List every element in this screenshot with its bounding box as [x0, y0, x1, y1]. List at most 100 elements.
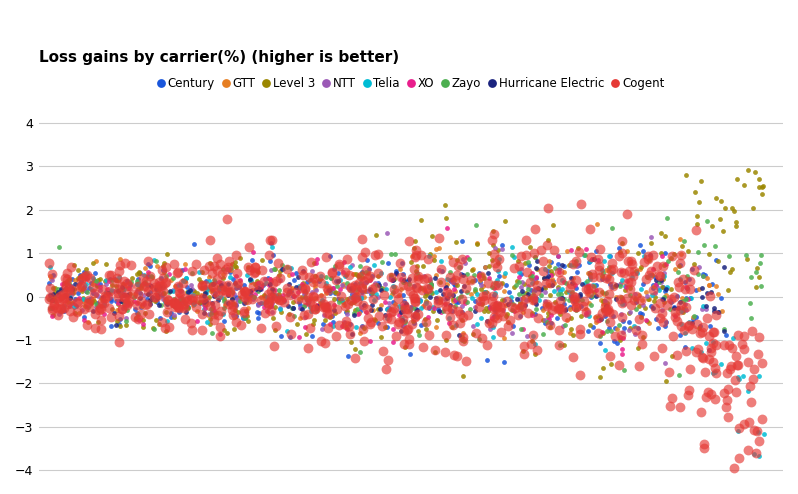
Point	[597, 297, 610, 305]
Point	[618, 325, 630, 332]
Point	[306, 320, 319, 328]
Point	[451, 298, 464, 306]
Point	[144, 300, 156, 308]
Point	[115, 297, 128, 305]
Point	[583, 270, 596, 278]
Point	[527, 296, 540, 304]
Point	[326, 269, 338, 277]
Point	[57, 291, 70, 299]
Point	[74, 271, 87, 279]
Point	[141, 287, 154, 295]
Point	[567, 291, 579, 299]
Point	[425, 281, 437, 288]
Point	[526, 309, 539, 317]
Point	[77, 294, 90, 302]
Point	[423, 331, 436, 339]
Point	[172, 303, 184, 311]
Point	[697, 444, 710, 452]
Point	[729, 376, 741, 384]
Point	[496, 279, 508, 287]
Point	[731, 361, 744, 369]
Point	[379, 285, 392, 293]
Point	[420, 288, 433, 296]
Point	[393, 306, 406, 314]
Point	[372, 312, 385, 320]
Point	[69, 280, 81, 288]
Point	[200, 297, 212, 305]
Point	[355, 322, 368, 330]
Point	[457, 337, 470, 345]
Point	[408, 313, 421, 321]
Point	[590, 286, 602, 294]
Point	[614, 283, 626, 290]
Point	[219, 285, 231, 293]
Point	[554, 302, 567, 310]
Point	[214, 330, 227, 338]
Point	[212, 286, 225, 294]
Point	[217, 271, 230, 279]
Point	[79, 273, 92, 281]
Point	[483, 303, 496, 311]
Point	[306, 302, 319, 310]
Point	[97, 297, 109, 305]
Point	[152, 290, 165, 298]
Point	[331, 283, 344, 290]
Point	[160, 272, 172, 280]
Point	[269, 277, 282, 285]
Point	[456, 316, 468, 324]
Point	[385, 308, 397, 316]
Point	[548, 298, 561, 306]
Point	[456, 329, 469, 337]
Point	[100, 288, 113, 295]
Point	[513, 262, 526, 270]
Point	[356, 288, 369, 295]
Point	[459, 298, 472, 306]
Point	[599, 302, 612, 310]
Point	[584, 321, 597, 329]
Point	[591, 329, 604, 337]
Point	[191, 307, 203, 315]
Point	[91, 299, 104, 307]
Point	[559, 305, 572, 313]
Point	[255, 296, 267, 304]
Point	[636, 331, 649, 339]
Point	[492, 281, 504, 289]
Point	[642, 295, 655, 303]
Point	[189, 303, 202, 311]
Point	[53, 297, 65, 305]
Point	[663, 402, 676, 410]
Point	[696, 284, 709, 292]
Point	[168, 260, 180, 268]
Point	[351, 290, 364, 298]
Point	[207, 311, 220, 319]
Point	[130, 301, 143, 309]
Point	[151, 298, 164, 306]
Point	[644, 233, 657, 241]
Point	[55, 307, 68, 315]
Point	[245, 276, 258, 284]
Point	[674, 259, 687, 267]
Point	[221, 265, 234, 273]
Point	[354, 291, 367, 299]
Point	[552, 284, 565, 291]
Point	[468, 272, 480, 280]
Point	[314, 294, 327, 302]
Point	[85, 279, 98, 287]
Point	[660, 377, 673, 385]
Point	[609, 332, 622, 340]
Point	[530, 275, 543, 283]
Point	[717, 341, 730, 349]
Point	[555, 276, 567, 284]
Point	[473, 271, 486, 279]
Point	[461, 298, 474, 306]
Point	[378, 298, 391, 306]
Point	[544, 271, 557, 279]
Point	[111, 289, 124, 297]
Point	[113, 261, 126, 269]
Point	[422, 303, 435, 311]
Point	[425, 281, 437, 288]
Point	[709, 364, 721, 372]
Point	[737, 332, 750, 340]
Point	[586, 292, 598, 300]
Point	[72, 266, 85, 274]
